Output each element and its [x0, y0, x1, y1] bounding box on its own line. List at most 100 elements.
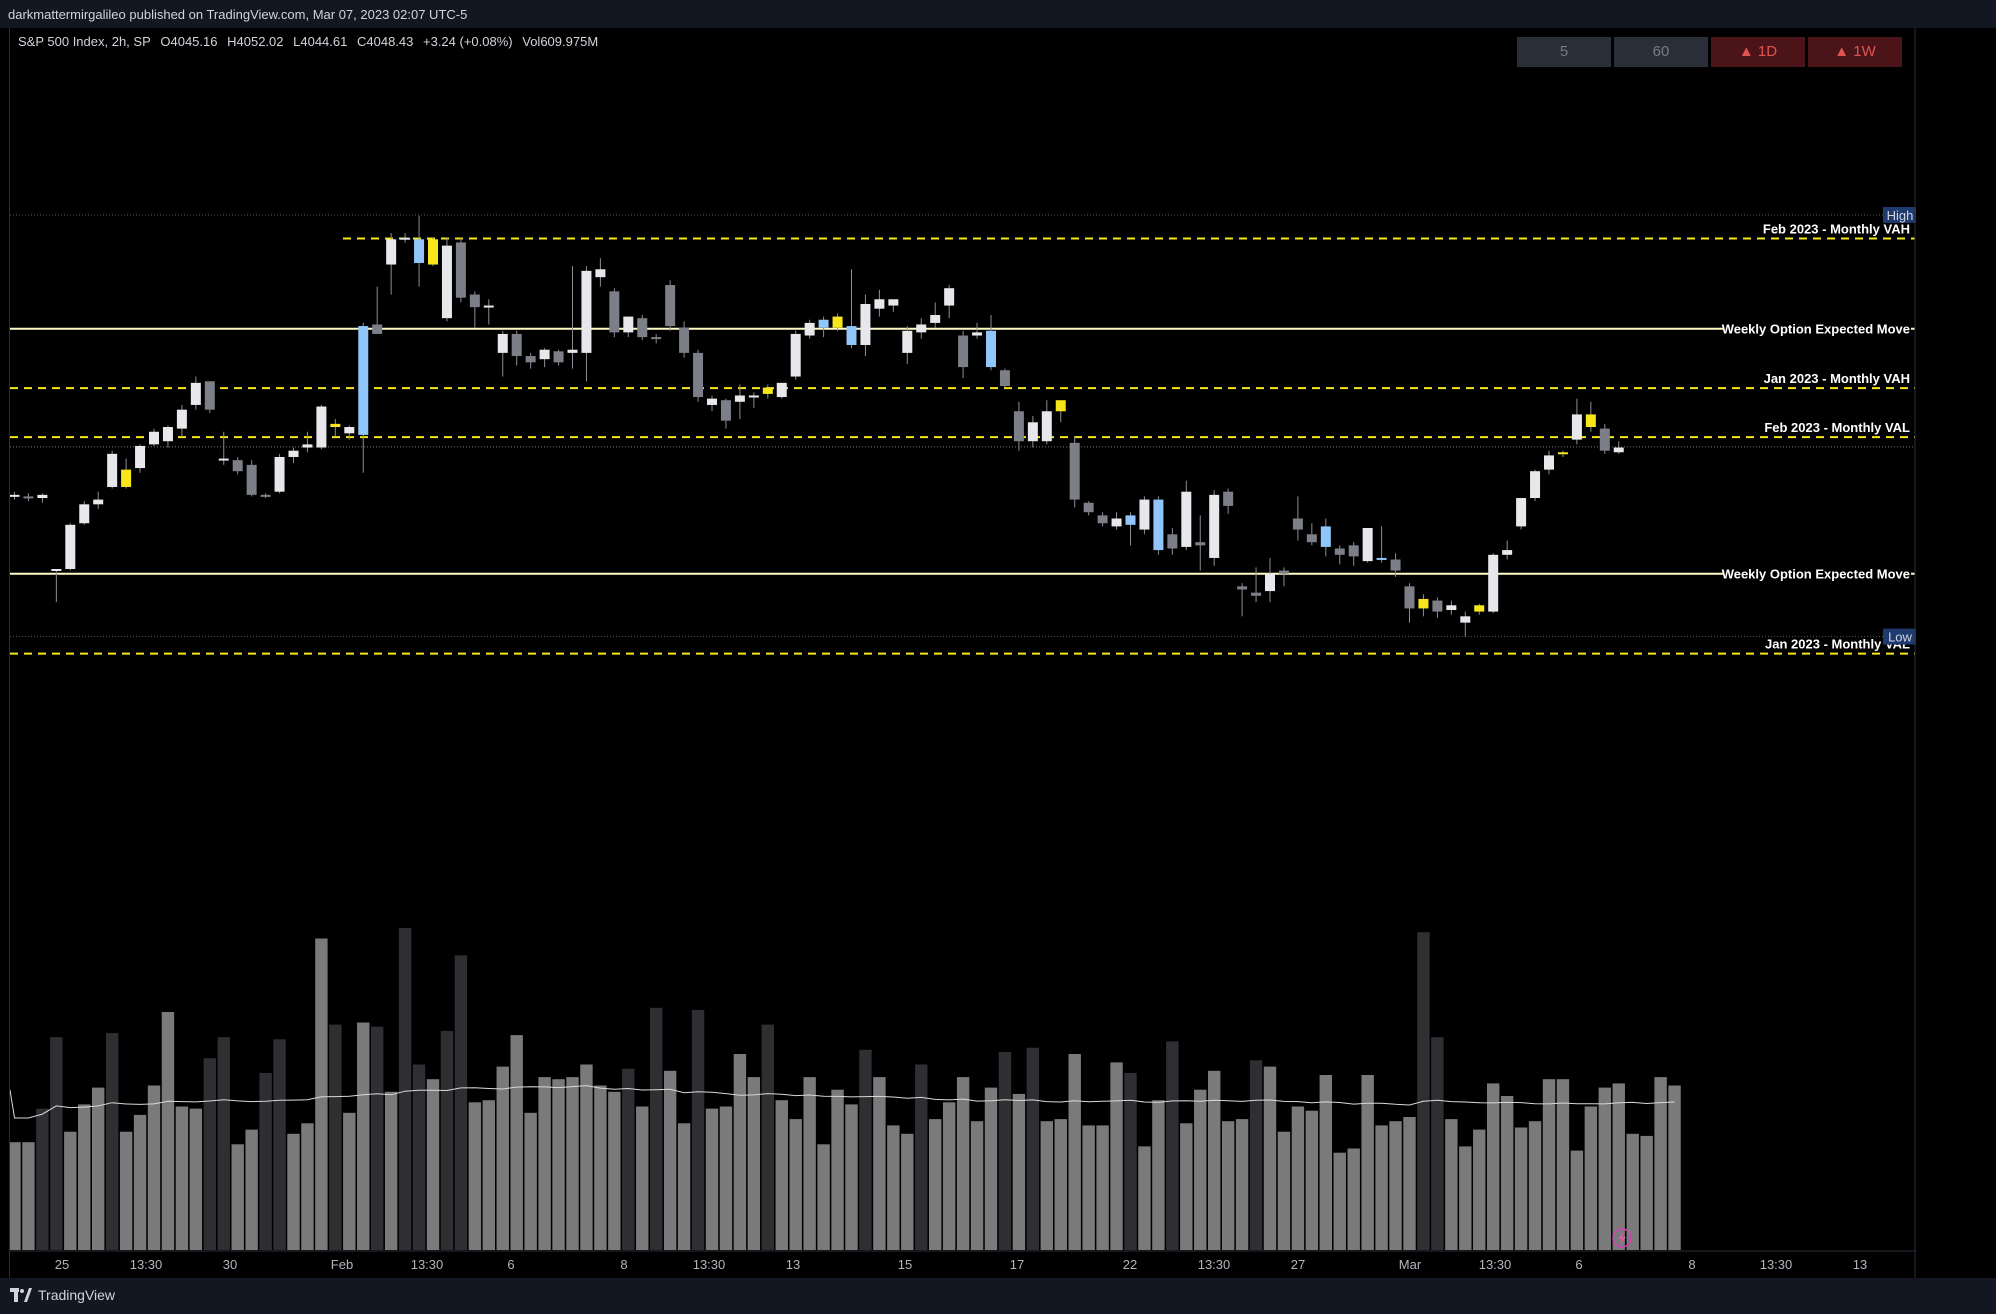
volume-bar [733, 1054, 747, 1250]
candle-body [1571, 414, 1582, 440]
candle-body [121, 469, 132, 487]
volume-bar [942, 1102, 956, 1250]
x-tick-label: 25 [55, 1257, 69, 1272]
candle-body [428, 239, 438, 265]
candle-body [1334, 548, 1345, 555]
candle-body [1390, 559, 1401, 571]
volume-bar [663, 1070, 677, 1250]
candle-body [860, 303, 871, 345]
candle-body [1069, 442, 1080, 500]
volume-bar [552, 1079, 565, 1250]
volume-bar [1626, 1133, 1639, 1250]
volume-bar [1640, 1135, 1653, 1250]
legend-symbol: S&P 500 Index, 2h, SP [18, 34, 151, 49]
candle-body [958, 335, 969, 368]
legend-low: L4044.61 [293, 34, 348, 49]
candle-body [1097, 515, 1108, 524]
candle-body [358, 326, 369, 435]
volume-bar [398, 928, 412, 1250]
timeframe-1w-button[interactable]: ▲ 1W [1808, 37, 1902, 67]
volume-bar [1654, 1077, 1667, 1250]
candle-body [1404, 586, 1415, 609]
chart-frame[interactable]: Feb 2023 - Monthly VAH4180.48Weekly Opti… [9, 28, 1916, 1278]
candle-body [469, 294, 480, 308]
volume-bar [747, 1077, 761, 1250]
volume-bar [1333, 1152, 1346, 1250]
candle-body [162, 427, 173, 442]
volume-bar [1026, 1047, 1040, 1250]
candle-body [1292, 518, 1303, 530]
volume-bar [817, 1144, 830, 1250]
volume-bar [831, 1089, 844, 1250]
lightning-icon[interactable] [1612, 1228, 1632, 1248]
volume-bar [1138, 1146, 1151, 1250]
volume-bar [636, 1106, 649, 1250]
volume-bar [1542, 1079, 1556, 1250]
volume-bar [538, 1077, 551, 1250]
volume-bar [1598, 1087, 1611, 1250]
candle-body [455, 242, 466, 298]
candle-body [525, 356, 536, 363]
candle-body [441, 245, 452, 319]
volume-bar [287, 1133, 300, 1250]
candle-body [679, 327, 690, 353]
timeframe-1d-button[interactable]: ▲ 1D [1711, 37, 1805, 67]
level-label: Feb 2023 - Monthly VAH [1763, 222, 1910, 237]
volume-bar [1235, 1119, 1249, 1250]
candle-body [888, 299, 899, 306]
volume-bar [1096, 1125, 1109, 1250]
legend-close: C4048.43 [356, 34, 414, 49]
candle-body [999, 370, 1010, 387]
candle-body [1502, 550, 1513, 555]
price-chart[interactable]: Feb 2023 - Monthly VAH4180.48Weekly Opti… [10, 28, 1916, 1278]
candle-body [776, 382, 787, 398]
volume-bar [1361, 1075, 1374, 1250]
timeframe-5-button[interactable]: 5 [1517, 37, 1611, 67]
volume-bar [1445, 1119, 1458, 1250]
candle-body [790, 333, 801, 377]
volume-bar [1166, 1041, 1179, 1250]
bottom-bar: TradingView [0, 1278, 1996, 1314]
x-tick-label: 13 [786, 1257, 800, 1272]
timeframe-toolbar: 5 60 ▲ 1D ▲ 1W [1517, 37, 1902, 67]
low-marker-label: Low [1888, 630, 1912, 645]
candle-body [1125, 515, 1136, 525]
candle-body [1209, 494, 1220, 558]
x-tick-label: 6 [507, 1257, 514, 1272]
volume-bar [1389, 1121, 1402, 1250]
candle-body [400, 237, 411, 240]
high-marker-label: High [1887, 208, 1914, 223]
volume-bar [1500, 1096, 1514, 1250]
candle-body [874, 299, 885, 309]
volume-bar [301, 1123, 314, 1250]
volume-bar [1612, 1083, 1625, 1250]
candle-body [135, 445, 146, 469]
brand-label: TradingView [38, 1287, 116, 1303]
volume-bar [1556, 1079, 1570, 1250]
volume-bar [203, 1058, 216, 1250]
candle-body [986, 330, 996, 368]
candle-body [1195, 542, 1206, 546]
candle-body [553, 351, 564, 363]
volume-bar [1040, 1121, 1053, 1250]
candle-body [665, 285, 676, 327]
volume-bar [482, 1100, 495, 1250]
brand[interactable]: TradingView [10, 1287, 115, 1303]
x-tick-label: 13:30 [130, 1257, 163, 1272]
volume-bar [510, 1035, 523, 1250]
candle-body [302, 444, 313, 448]
candle-body [232, 460, 243, 472]
volume-bar [454, 955, 468, 1250]
level-label: Weekly Option Expected Move [1722, 322, 1910, 337]
candle-body [1544, 455, 1554, 470]
candle-body [218, 458, 229, 461]
volume-bar [119, 1131, 133, 1250]
volume-bar [1319, 1075, 1332, 1250]
volume-bar [1054, 1119, 1067, 1250]
x-tick-label: 30 [223, 1257, 237, 1272]
volume-bar [217, 1037, 230, 1250]
timeframe-60-button[interactable]: 60 [1614, 37, 1708, 67]
volume-bar [273, 1039, 286, 1250]
candle-body [707, 398, 717, 405]
candle-body [37, 494, 48, 499]
